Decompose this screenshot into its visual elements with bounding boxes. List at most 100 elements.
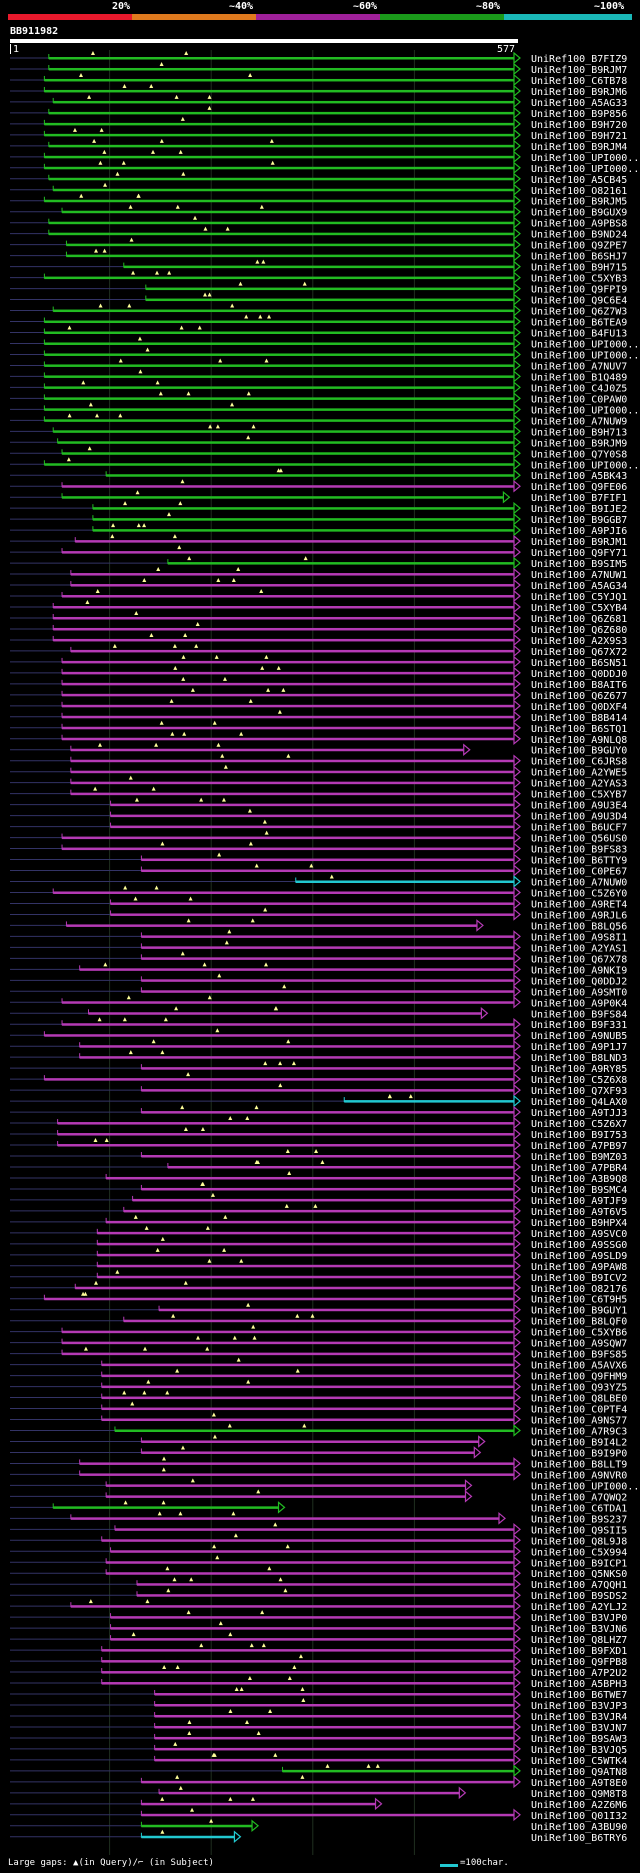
hit-label[interactable]: UniRef100_C4J0Z5 (531, 383, 627, 394)
hit-row[interactable]: UniRef100_B9I753 (10, 1127, 627, 1141)
hit-row[interactable]: UniRef100_A9NVR0 (10, 1467, 627, 1481)
hit-label[interactable]: UniRef100_A9PAW8 (531, 1262, 627, 1273)
hit-label[interactable]: UniRef100_Q9C6E4 (531, 296, 627, 307)
hit-label[interactable]: UniRef100_B9ICP1 (531, 1558, 627, 1569)
hit-label[interactable]: UniRef100_C5XYB7 (531, 790, 627, 801)
hit-row[interactable]: UniRef100_B9I9P0 (10, 1445, 627, 1459)
hit-row[interactable]: UniRef100_C5X994 (10, 1544, 627, 1558)
hit-label[interactable]: UniRef100_A9U3D4 (531, 812, 627, 823)
hit-label[interactable]: UniRef100_B4FU13 (531, 329, 627, 340)
hit-row[interactable]: UniRef100_B3VJP3 (10, 1698, 627, 1712)
hit-row[interactable]: UniRef100_Q67X78 (10, 951, 627, 965)
hit-label[interactable]: UniRef100_Q9FE06 (531, 482, 627, 493)
hit-label[interactable]: UniRef100_B7FIZ9 (531, 54, 627, 65)
hit-label[interactable]: UniRef100_A2YLJ2 (531, 1602, 627, 1613)
hit-label[interactable]: UniRef100_B6TEA9 (531, 318, 627, 329)
hit-label[interactable]: UniRef100_A9P1J7 (531, 1042, 627, 1053)
hit-row[interactable]: UniRef100_Q0DXF4 (10, 698, 627, 713)
hit-row[interactable]: UniRef100_Q8LHZ7 (10, 1632, 627, 1646)
hit-row[interactable]: UniRef100_A5BK43 (10, 468, 627, 482)
hit-label[interactable]: UniRef100_A9NS77 (531, 1416, 627, 1427)
hit-label[interactable]: UniRef100_B1Q489 (531, 372, 627, 383)
hit-row[interactable]: UniRef100_O82161 (10, 182, 627, 197)
hit-row[interactable]: UniRef100_A9T6V5 (10, 1203, 627, 1218)
hit-row[interactable]: UniRef100_B8AIT6 (10, 676, 627, 691)
hit-row[interactable]: UniRef100_Q67X72 (10, 643, 627, 658)
hit-label[interactable]: UniRef100_A9RJL6 (531, 910, 627, 921)
hit-row[interactable]: UniRef100_B9GUY1 (10, 1302, 627, 1317)
hit-label[interactable]: UniRef100_A7P2U2 (531, 1668, 627, 1679)
hit-row[interactable]: UniRef100_Q4LAX0 (10, 1094, 627, 1108)
hit-label[interactable]: UniRef100_B9RJM9 (531, 438, 627, 449)
hit-label[interactable]: UniRef100_A9SLD9 (531, 1251, 627, 1262)
hit-label[interactable]: UniRef100_B9SDS2 (531, 1591, 627, 1602)
hit-label[interactable]: UniRef100_B9IJE2 (531, 504, 627, 515)
hit-row[interactable]: UniRef100_Q8L9J8 (10, 1533, 627, 1547)
hit-label[interactable]: UniRef100_UPI000.. (531, 460, 639, 471)
hit-label[interactable]: UniRef100_B3VJN7 (531, 1723, 627, 1734)
hit-label[interactable]: UniRef100_Q7Y0S8 (531, 449, 627, 460)
hit-row[interactable]: UniRef100_B9RJM7 (10, 61, 627, 76)
hit-row[interactable]: UniRef100_A9S8I1 (10, 929, 627, 943)
hit-row[interactable]: UniRef100_C5XYB7 (10, 786, 627, 801)
hit-row[interactable]: UniRef100_B9RJM1 (10, 534, 627, 548)
hit-row[interactable]: UniRef100_Q0DDJ2 (10, 973, 627, 987)
hit-row[interactable]: UniRef100_Q6Z681 (10, 610, 627, 625)
hit-row[interactable]: UniRef100_C6TB78 (10, 72, 627, 87)
hit-row[interactable]: UniRef100_Q8LBE0 (10, 1390, 627, 1405)
hit-label[interactable]: UniRef100_B6UCF7 (531, 823, 627, 834)
hit-row[interactable]: UniRef100_B9RJM4 (10, 138, 627, 153)
hit-label[interactable]: UniRef100_O82161 (531, 186, 627, 197)
hit-row[interactable]: UniRef100_Q0DDJ0 (10, 665, 627, 680)
hit-label[interactable]: UniRef100_C5XYB3 (531, 274, 627, 285)
hit-row[interactable]: UniRef100_B9P856 (10, 105, 627, 120)
hit-row[interactable]: UniRef100_A5AG33 (10, 94, 627, 109)
hit-row[interactable]: UniRef100_B9SIM5 (10, 556, 627, 570)
hit-label[interactable]: UniRef100_B6TTY9 (531, 856, 627, 867)
hit-row[interactable]: UniRef100_UPI000.. (10, 402, 639, 416)
hit-label[interactable]: UniRef100_Q8LBE0 (531, 1394, 627, 1405)
hit-row[interactable]: UniRef100_A9NLQ8 (10, 731, 627, 746)
hit-row[interactable]: UniRef100_UPI000.. (10, 160, 639, 175)
hit-label[interactable]: UniRef100_B9S237 (531, 1514, 627, 1525)
hit-label[interactable]: UniRef100_Q67X78 (531, 954, 627, 965)
hit-row[interactable]: UniRef100_B8LND3 (10, 1050, 627, 1064)
hit-label[interactable]: UniRef100_B9RJM1 (531, 537, 627, 548)
hit-row[interactable]: UniRef100_Q9ZPE7 (10, 237, 627, 252)
hit-label[interactable]: UniRef100_A7NUV7 (531, 361, 627, 372)
hit-row[interactable]: UniRef100_A2YAS3 (10, 775, 627, 790)
hit-row[interactable]: UniRef100_A9SLD9 (10, 1247, 627, 1262)
hit-row[interactable]: UniRef100_Q01I32 (10, 1807, 627, 1822)
hit-label[interactable]: UniRef100_B6SHJ7 (531, 252, 627, 263)
hit-label[interactable]: UniRef100_C5Z6Y0 (531, 888, 627, 899)
hit-label[interactable]: UniRef100_Q0DDJ2 (531, 976, 627, 987)
hit-label[interactable]: UniRef100_Q0DDJ0 (531, 669, 627, 680)
hit-label[interactable]: UniRef100_A9PBS8 (531, 219, 627, 230)
hit-row[interactable]: UniRef100_B9GUX9 (10, 204, 627, 219)
hit-label[interactable]: UniRef100_C0PAW0 (531, 394, 627, 405)
hit-row[interactable]: UniRef100_B9FS83 (10, 841, 627, 856)
hit-label[interactable]: UniRef100_B9RJM7 (531, 65, 627, 76)
hit-label[interactable]: UniRef100_B9ND24 (531, 230, 627, 241)
hit-row[interactable]: UniRef100_B7FIZ9 (10, 51, 627, 65)
hit-label[interactable]: UniRef100_A9SQW7 (531, 1339, 627, 1350)
hit-row[interactable]: UniRef100_A9P0K4 (10, 995, 627, 1009)
hit-row[interactable]: UniRef100_O82176 (10, 1280, 627, 1295)
hit-label[interactable]: UniRef100_A9T8E0 (531, 1778, 627, 1789)
hit-label[interactable]: UniRef100_A9P0K4 (531, 998, 627, 1009)
hit-row[interactable]: UniRef100_B9RJM9 (10, 435, 627, 449)
hit-label[interactable]: UniRef100_C6T9H5 (531, 1295, 627, 1306)
hit-label[interactable]: UniRef100_A2YWE5 (531, 768, 627, 779)
hit-label[interactable]: UniRef100_B9H720 (531, 120, 627, 131)
hit-label[interactable]: UniRef100_A2YAS1 (531, 943, 627, 954)
hit-row[interactable]: UniRef100_Q9SII5 (10, 1522, 627, 1536)
hit-label[interactable]: UniRef100_UPI000.. (531, 153, 639, 164)
hit-label[interactable]: UniRef100_A9NKI9 (531, 965, 627, 976)
hit-label[interactable]: UniRef100_UPI000.. (531, 405, 639, 416)
hit-label[interactable]: UniRef100_B9I753 (531, 1130, 627, 1141)
hit-label[interactable]: UniRef100_A7R9C3 (531, 1427, 627, 1438)
hit-row[interactable]: UniRef100_Q6Z677 (10, 687, 627, 702)
hit-label[interactable]: UniRef100_A9NVR0 (531, 1470, 627, 1481)
hit-row[interactable]: UniRef100_A9NS77 (10, 1412, 627, 1427)
hit-label[interactable]: UniRef100_A2X9S3 (531, 636, 627, 647)
